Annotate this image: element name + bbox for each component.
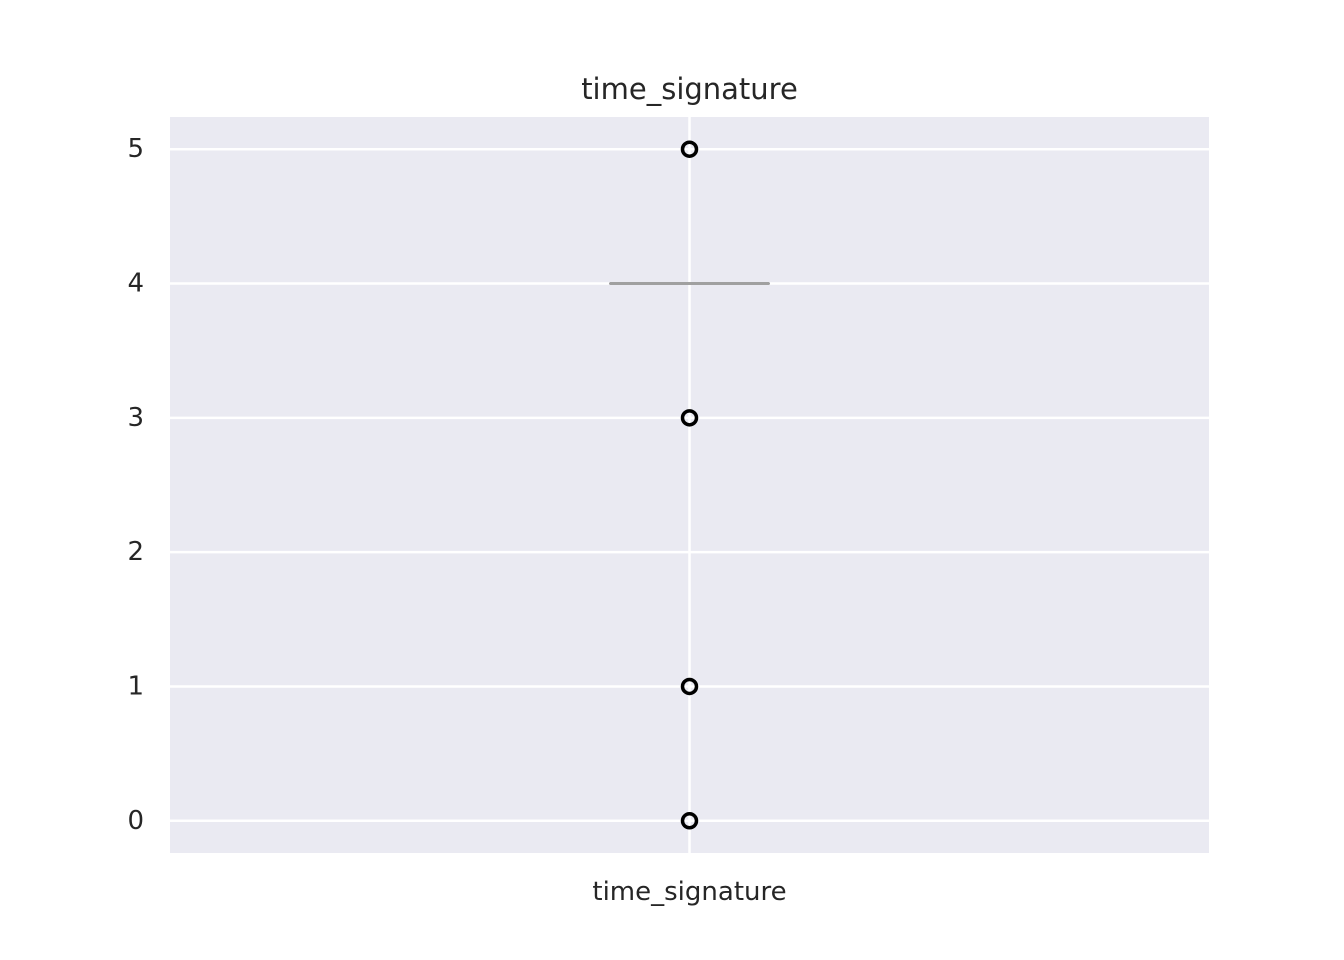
box-plot-marks [609, 140, 770, 830]
y-axis-tick-labels: 0 1 2 3 4 5 [127, 134, 144, 836]
y-tick-label: 5 [127, 134, 144, 164]
y-tick-label: 0 [127, 806, 144, 836]
x-tick-label: time_signature [592, 877, 786, 907]
y-tick-label: 4 [127, 269, 144, 299]
grid-lines [170, 117, 1209, 853]
outlier-point [680, 677, 699, 696]
x-axis-tick-labels: time_signature [592, 877, 786, 907]
outlier-point [680, 812, 699, 830]
y-tick-label: 2 [127, 537, 144, 567]
outlier-point [680, 140, 699, 158]
y-tick-label: 3 [127, 403, 144, 433]
y-tick-label: 1 [127, 671, 144, 701]
chart-title: time_signature [581, 72, 798, 106]
outlier-point [680, 409, 699, 427]
